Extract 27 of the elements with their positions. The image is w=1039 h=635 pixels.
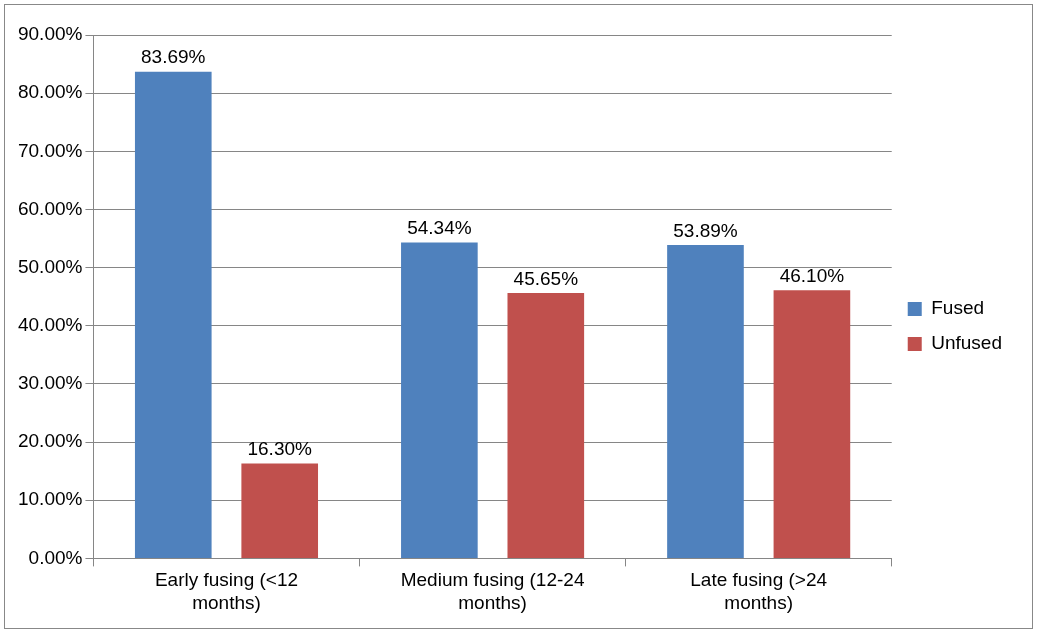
y-tick-label: 70.00%	[17, 139, 83, 161]
bar	[241, 463, 319, 558]
y-tick-label: 50.00%	[17, 255, 83, 277]
legend-label: Unfused	[931, 332, 1003, 354]
bar	[134, 71, 212, 558]
data-label: 46.10%	[779, 265, 845, 287]
y-tick-label: 90.00%	[17, 23, 83, 45]
bar	[401, 242, 478, 558]
y-tick-label: 30.00%	[17, 372, 83, 394]
y-tick-label: 40.00%	[17, 314, 83, 336]
data-label: 53.89%	[673, 219, 738, 241]
y-tick-label: 10.00%	[17, 488, 83, 510]
bar	[507, 292, 585, 558]
x-tick-label: Early fusing (<12 months)	[154, 569, 299, 613]
data-label: 45.65%	[513, 267, 579, 289]
data-label: 83.69%	[141, 46, 206, 68]
legend-label: Fused	[931, 297, 985, 319]
x-tick-label: Late fusing (>24 months)	[690, 569, 828, 613]
data-label: 54.34%	[407, 217, 472, 239]
y-tick-label: 0.00%	[28, 546, 83, 568]
bar	[773, 290, 851, 558]
x-tick-label: Medium fusing (12-24 months)	[400, 569, 585, 613]
data-label: 16.30%	[247, 438, 313, 460]
y-tick-label: 20.00%	[17, 430, 83, 452]
bar	[667, 245, 744, 558]
y-tick-label: 80.00%	[17, 81, 83, 103]
y-tick-label: 60.00%	[17, 197, 83, 219]
